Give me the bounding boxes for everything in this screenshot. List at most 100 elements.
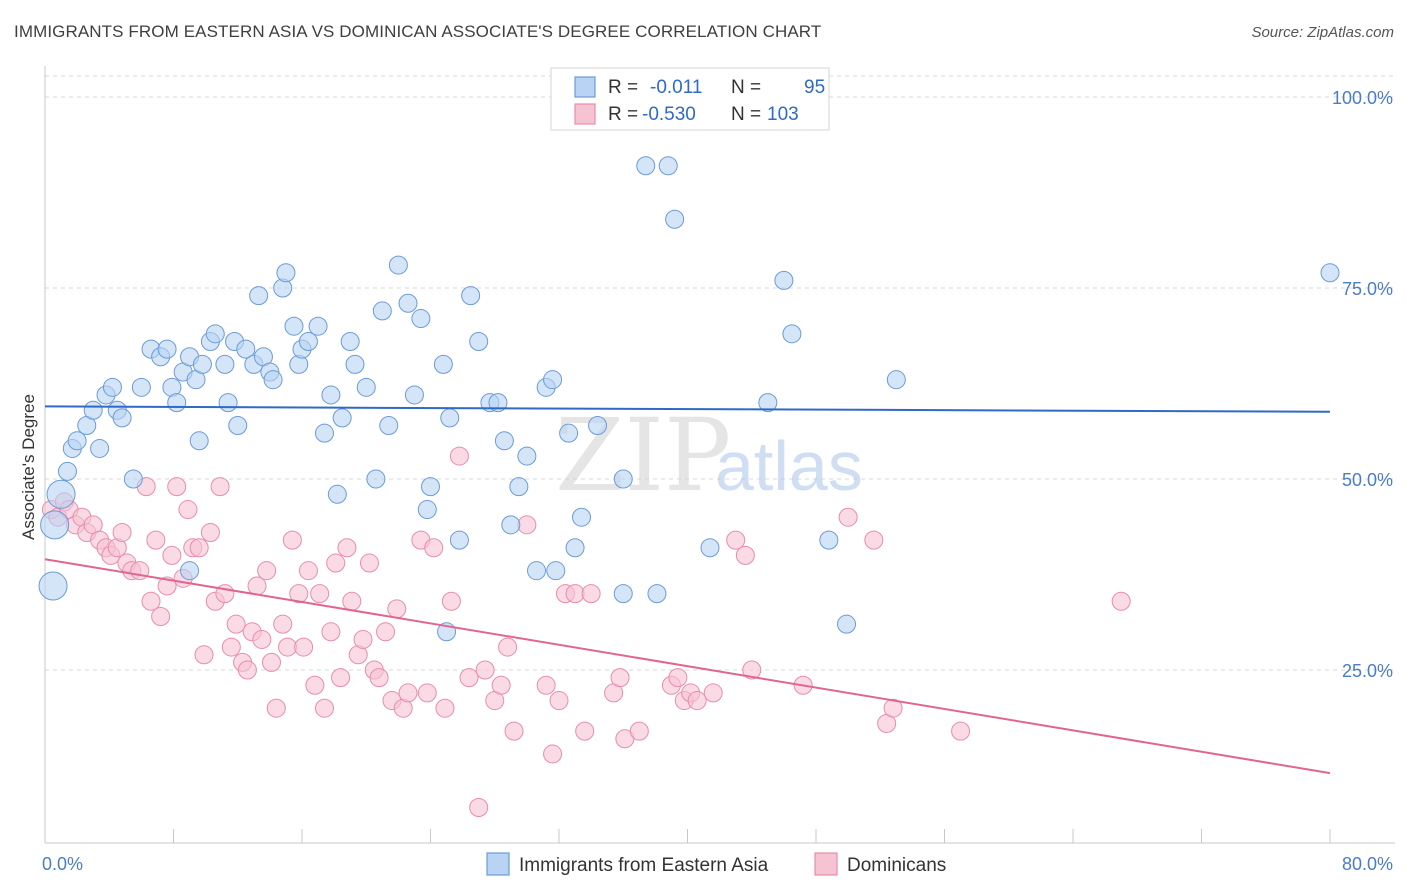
data-point <box>758 393 778 413</box>
data-point <box>215 354 235 374</box>
data-point <box>266 698 286 718</box>
data-point <box>252 629 272 649</box>
data-point <box>157 576 177 596</box>
data-point <box>509 477 529 497</box>
data-point <box>366 469 386 489</box>
data-point <box>501 515 521 535</box>
data-point <box>314 698 334 718</box>
data-point <box>498 637 518 657</box>
y-tick-label: 50.0% <box>1342 470 1393 490</box>
data-point <box>411 309 431 329</box>
data-point <box>488 393 508 413</box>
data-point <box>658 156 678 176</box>
data-point <box>326 553 346 573</box>
data-point <box>1320 263 1340 283</box>
legend-swatch-blue <box>574 76 596 98</box>
data-point <box>742 660 762 680</box>
data-point <box>249 286 269 306</box>
data-point <box>581 584 601 604</box>
data-point <box>218 393 238 413</box>
data-point <box>565 538 585 558</box>
bottom-legend: Immigrants from Eastern Asia Dominicans <box>486 852 946 876</box>
data-point <box>298 331 318 351</box>
data-point <box>461 286 481 306</box>
data-point <box>237 660 257 680</box>
data-point <box>441 591 461 611</box>
data-point <box>951 721 971 741</box>
data-point <box>435 698 455 718</box>
data-point <box>321 385 341 405</box>
trend-line-dominicans <box>44 558 1331 775</box>
data-point <box>273 614 293 634</box>
data-point <box>247 576 267 596</box>
grid-lines <box>45 75 1395 671</box>
data-point <box>388 255 408 275</box>
data-point <box>276 263 296 283</box>
data-point <box>38 571 68 601</box>
data-point <box>837 614 857 634</box>
data-point <box>536 675 556 695</box>
data-point <box>565 584 585 604</box>
data-point <box>549 691 569 711</box>
watermark-zip: ZIP <box>555 397 731 514</box>
data-point <box>613 584 633 604</box>
bottom-legend-label-blue: Immigrants from Eastern Asia <box>519 855 769 876</box>
x-tick-label-max: 80.0% <box>1342 854 1393 874</box>
data-point <box>575 721 595 741</box>
data-point <box>167 477 187 497</box>
legend-n-label: N = <box>731 77 761 98</box>
data-point <box>332 408 352 428</box>
data-point <box>146 530 166 550</box>
data-point <box>345 354 365 374</box>
data-point <box>294 637 314 657</box>
axes <box>44 66 1395 844</box>
data-point <box>90 438 110 458</box>
data-point <box>491 675 511 695</box>
data-point <box>289 584 309 604</box>
data-point <box>703 683 723 703</box>
bottom-legend-swatch-pink <box>814 852 838 876</box>
data-point <box>131 377 151 397</box>
legend-box: R = -0.011 N = 95 R = -0.530 N = 103 <box>550 67 830 131</box>
data-point <box>278 637 298 657</box>
data-point <box>353 629 373 649</box>
data-point <box>46 479 76 509</box>
data-point <box>359 553 379 573</box>
data-point <box>305 675 325 695</box>
y-tick-label: 25.0% <box>1342 661 1393 681</box>
data-point <box>331 668 351 688</box>
data-point <box>112 408 132 428</box>
bottom-legend-label-pink: Dominicans <box>847 855 946 876</box>
source-label: Source: ZipAtlas.com <box>1251 24 1394 41</box>
data-point <box>369 668 389 688</box>
data-point <box>284 316 304 336</box>
data-point <box>404 385 424 405</box>
data-point <box>102 377 122 397</box>
data-point <box>819 530 839 550</box>
data-point <box>57 461 77 481</box>
data-point <box>774 270 794 290</box>
data-point <box>263 370 283 390</box>
legend-swatch-pink <box>574 103 596 125</box>
data-point <box>162 545 182 565</box>
data-point <box>726 530 746 550</box>
legend-r-label: R = <box>608 77 638 98</box>
legend-n-value: 95 <box>804 77 825 98</box>
trend-lines <box>44 405 1331 775</box>
data-point <box>178 500 198 520</box>
data-point <box>883 698 903 718</box>
y-tick-labels: 25.0% 50.0% 75.0% 100.0% <box>1332 88 1393 681</box>
data-point <box>226 614 246 634</box>
data-point <box>228 416 248 436</box>
data-point <box>459 668 479 688</box>
data-point <box>494 431 514 451</box>
data-point <box>1111 591 1131 611</box>
data-point <box>440 408 460 428</box>
data-point <box>151 607 171 627</box>
data-point <box>337 538 357 558</box>
data-point <box>647 584 667 604</box>
data-point <box>310 584 330 604</box>
chart-title: IMMIGRANTS FROM EASTERN ASIA VS DOMINICA… <box>14 22 822 41</box>
data-point <box>886 370 906 390</box>
